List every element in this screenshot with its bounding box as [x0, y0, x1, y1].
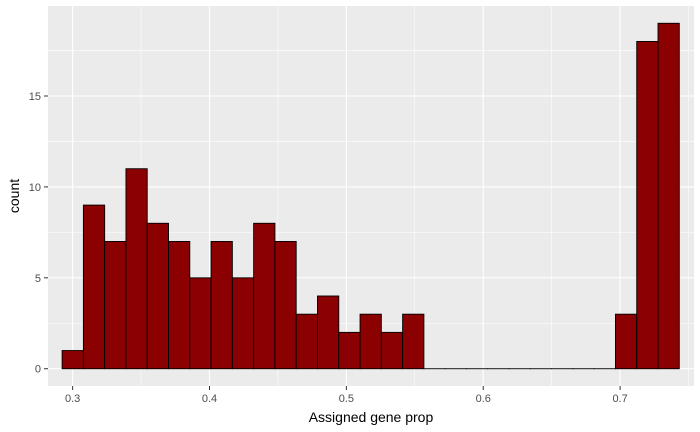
- histogram-bar: [274, 241, 297, 370]
- histogram-bar: [82, 204, 106, 370]
- x-tick-label: 0.6: [476, 393, 491, 405]
- histogram-bar: [189, 277, 212, 370]
- histogram-bar: [104, 241, 127, 370]
- histogram-bar: [146, 222, 169, 370]
- y-tick-label: 5: [35, 273, 41, 285]
- histogram-bar: [253, 222, 276, 370]
- x-axis: 0.3 0.4 0.5 0.6 0.7: [65, 386, 628, 405]
- histogram-bar: [125, 168, 148, 370]
- x-axis-title: Assigned gene prop: [309, 409, 434, 425]
- histogram-bar: [168, 241, 191, 370]
- histogram-bar: [657, 22, 680, 370]
- histogram-bar: [295, 313, 318, 370]
- y-axis: 0 5 10 15: [29, 91, 48, 376]
- histogram-bar: [636, 41, 659, 370]
- y-tick-label: 15: [29, 91, 41, 103]
- histogram-bar: [61, 350, 84, 370]
- histogram-bar: [380, 331, 404, 370]
- y-axis-title: count: [6, 179, 22, 213]
- histogram-bar: [402, 313, 425, 370]
- x-tick-label: 0.4: [202, 393, 217, 405]
- y-tick-label: 10: [29, 182, 41, 194]
- x-tick-label: 0.7: [612, 393, 627, 405]
- histogram-bar: [317, 295, 340, 370]
- histogram-bar: [359, 313, 382, 370]
- histogram-bars: [61, 22, 680, 370]
- histogram-bar: [614, 313, 638, 370]
- histogram-bar: [210, 241, 233, 370]
- y-tick-label: 0: [35, 364, 41, 376]
- histogram-bar: [231, 277, 255, 370]
- histogram-bar: [338, 331, 361, 370]
- x-tick-label: 0.5: [339, 393, 354, 405]
- x-tick-label: 0.3: [65, 393, 80, 405]
